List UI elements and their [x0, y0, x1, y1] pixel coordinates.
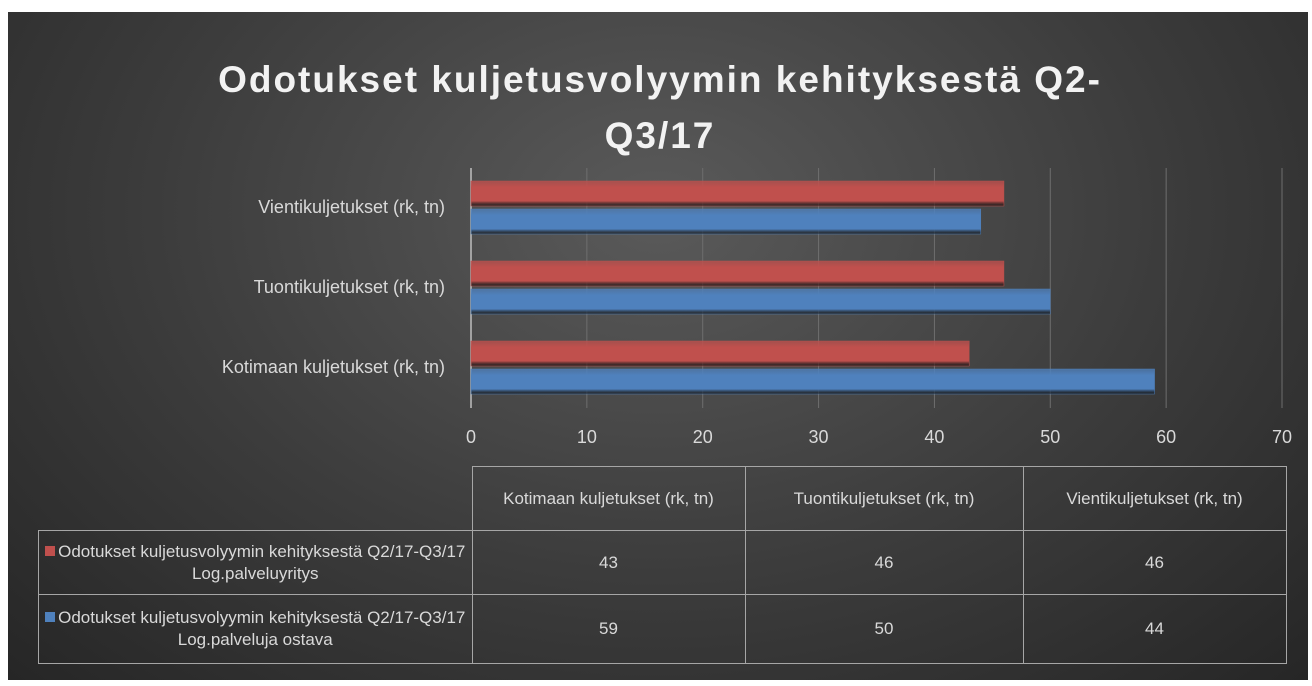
table-header-cell: Kotimaan kuljetukset (rk, tn) — [471, 466, 746, 531]
x-tick-label: 40 — [924, 427, 944, 447]
x-tick-label: 70 — [1272, 427, 1292, 447]
table-header-cell: Vientikuljetukset (rk, tn) — [1022, 466, 1287, 531]
bar — [470, 260, 1005, 287]
chart-title: Odotukset kuljetusvolyymin kehityksestä … — [218, 59, 1102, 156]
bar — [470, 368, 1155, 395]
bar — [470, 288, 1051, 315]
table-cell: 46 — [1022, 530, 1287, 595]
y-tick-label: Tuontikuljetukset (rk, tn) — [254, 277, 445, 297]
legend-entry: Odotukset kuljetusvolyymin kehityksestä … — [38, 530, 473, 595]
table-cell: 46 — [744, 530, 1024, 595]
y-tick-label: Vientikuljetukset (rk, tn) — [258, 197, 445, 217]
legend-entry: Odotukset kuljetusvolyymin kehityksestä … — [38, 594, 473, 664]
table-header-cell: Tuontikuljetukset (rk, tn) — [744, 466, 1024, 531]
table-row: Odotukset kuljetusvolyymin kehityksestä … — [38, 594, 1287, 664]
bar — [470, 340, 970, 367]
y-tick-label: Kotimaan kuljetukset (rk, tn) — [222, 357, 445, 377]
table-corner — [38, 466, 473, 531]
data-table: Kotimaan kuljetukset (rk, tn) Tuontikulj… — [38, 466, 1287, 664]
x-tick-label: 50 — [1040, 427, 1060, 447]
table-cell: 50 — [744, 594, 1024, 664]
bar — [470, 208, 982, 235]
x-tick-label: 0 — [466, 427, 476, 447]
bar — [470, 180, 1005, 207]
table-cell: 59 — [471, 594, 746, 664]
table-row: Odotukset kuljetusvolyymin kehityksestä … — [38, 530, 1287, 595]
x-tick-label: 30 — [809, 427, 829, 447]
table-cell: 44 — [1022, 594, 1287, 664]
legend-swatch — [45, 612, 56, 622]
legend-label: Odotukset kuljetusvolyymin kehityksestä … — [58, 541, 466, 583]
legend-label: Odotukset kuljetusvolyymin kehityksestä … — [58, 608, 466, 649]
x-tick-label: 60 — [1156, 427, 1176, 447]
x-tick-label: 10 — [577, 427, 597, 447]
table-cell: 43 — [471, 530, 746, 595]
table-header: Kotimaan kuljetukset (rk, tn) Tuontikulj… — [38, 466, 1287, 531]
legend-swatch — [45, 545, 56, 556]
x-tick-label: 20 — [693, 427, 713, 447]
